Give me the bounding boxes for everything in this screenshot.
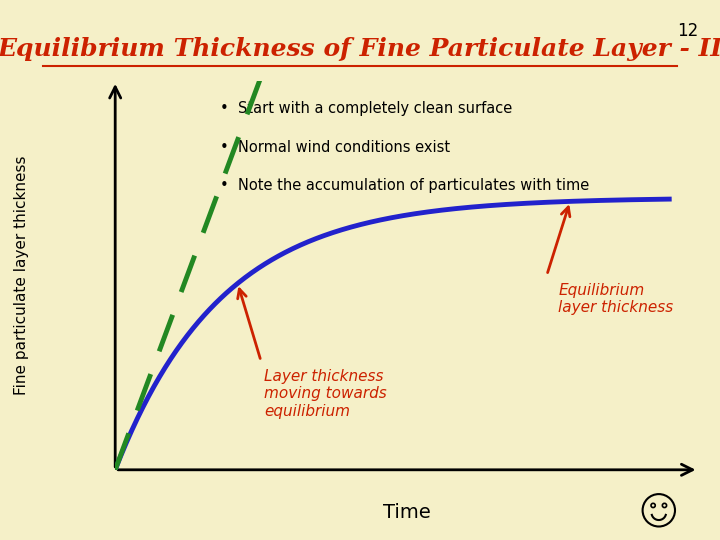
Text: Fine particulate layer thickness: Fine particulate layer thickness: [14, 156, 30, 395]
Text: 12: 12: [677, 22, 698, 39]
Text: Layer thickness
moving towards
equilibrium: Layer thickness moving towards equilibri…: [264, 369, 387, 419]
Text: •  Start with a completely clean surface: • Start with a completely clean surface: [220, 101, 513, 116]
Text: Equilibrium Thickness of Fine Particulate Layer - II: Equilibrium Thickness of Fine Particulat…: [0, 37, 720, 60]
Text: Equilibrium
layer thickness: Equilibrium layer thickness: [559, 283, 674, 315]
Text: •  Normal wind conditions exist: • Normal wind conditions exist: [220, 140, 450, 154]
Text: •  Note the accumulation of particulates with time: • Note the accumulation of particulates …: [220, 179, 590, 193]
Text: Time: Time: [383, 503, 431, 522]
